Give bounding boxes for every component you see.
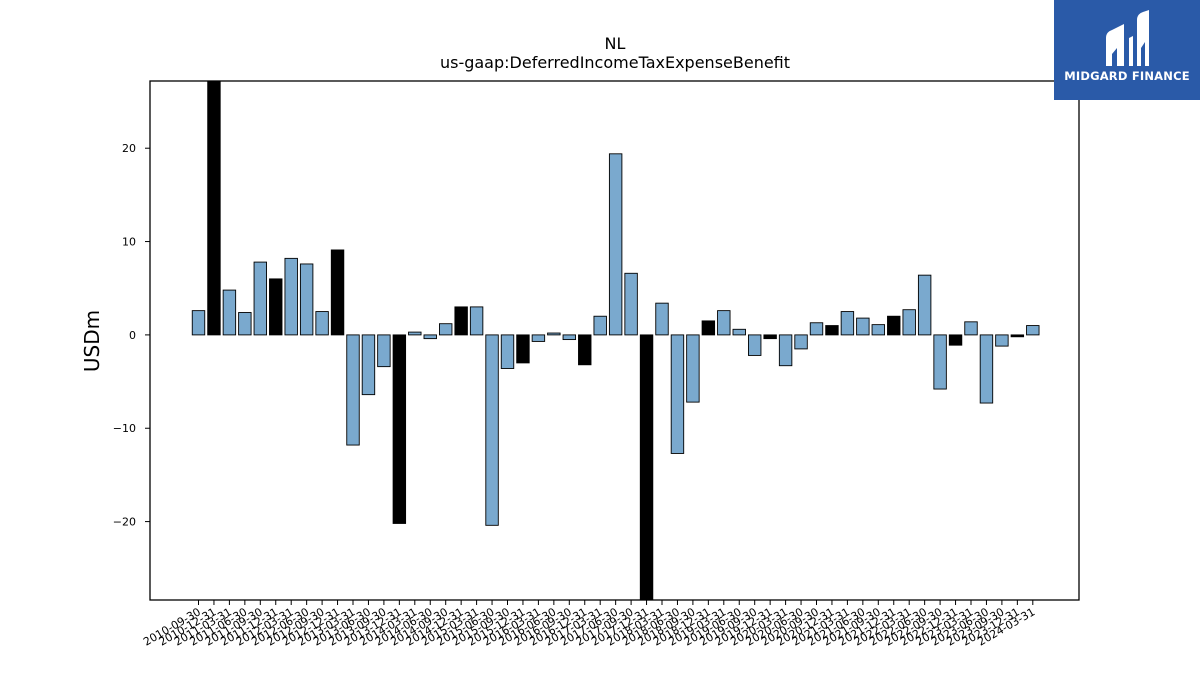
bar xyxy=(500,334,515,369)
midgard-logo-icon xyxy=(1106,10,1149,66)
plot-area: −20−10010202010-09-302010-12-312011-03-3… xyxy=(113,80,1080,649)
bar xyxy=(516,334,530,364)
bar xyxy=(408,331,422,336)
bar xyxy=(207,81,221,336)
bar xyxy=(330,249,345,336)
bar xyxy=(763,334,777,340)
y-tick-label: 0 xyxy=(129,329,136,342)
bar xyxy=(887,315,901,336)
bar xyxy=(948,334,963,346)
bar xyxy=(191,310,206,336)
bar xyxy=(778,334,793,367)
bar xyxy=(917,274,932,336)
bar xyxy=(964,321,978,336)
y-tick-label: −10 xyxy=(113,422,136,435)
bar xyxy=(269,278,283,336)
bar xyxy=(701,320,716,336)
bar xyxy=(902,309,916,336)
bar xyxy=(1010,334,1025,338)
y-tick-label: 10 xyxy=(122,236,136,249)
y-axis-label: USDm xyxy=(80,310,104,372)
bar xyxy=(392,334,407,524)
chart-subtitle: us-gaap:DeferredIncomeTaxExpenseBenefit xyxy=(440,53,790,72)
bar xyxy=(315,311,329,336)
bars-group xyxy=(191,81,1040,600)
bar xyxy=(423,334,437,340)
bar xyxy=(222,289,237,336)
bar xyxy=(655,302,669,336)
bar xyxy=(578,334,592,366)
bar xyxy=(562,334,576,341)
bar xyxy=(439,323,453,336)
bar xyxy=(809,322,824,336)
bar xyxy=(840,311,855,336)
logo-text: MIDGARD FINANCE xyxy=(1064,69,1190,83)
bar xyxy=(933,334,947,390)
bar xyxy=(1026,325,1040,336)
bar xyxy=(238,312,252,336)
bar xyxy=(717,310,731,336)
bar xyxy=(253,261,268,336)
y-tick-label: 20 xyxy=(122,142,136,155)
bar xyxy=(825,325,839,336)
midgard-finance-logo: MIDGARD FINANCE xyxy=(1054,0,1200,100)
bar xyxy=(299,263,314,336)
bar xyxy=(361,334,376,396)
bar xyxy=(284,257,298,336)
bar xyxy=(732,328,746,336)
bar xyxy=(485,334,499,526)
bar xyxy=(748,334,762,356)
bar xyxy=(593,315,607,336)
bar xyxy=(995,334,1009,347)
bar xyxy=(531,334,546,342)
bar xyxy=(686,334,700,403)
bar xyxy=(871,324,885,336)
plot-frame xyxy=(149,80,1080,601)
chart-title: NL xyxy=(605,34,626,53)
bar xyxy=(670,334,685,454)
y-tick-label: −20 xyxy=(113,516,136,529)
bar xyxy=(639,334,654,600)
bar xyxy=(547,332,561,336)
bar xyxy=(856,317,870,336)
bar xyxy=(608,153,623,336)
bar xyxy=(469,306,484,336)
bar xyxy=(624,272,638,336)
bar xyxy=(377,334,391,368)
bar xyxy=(346,334,360,446)
bar xyxy=(454,306,468,336)
bar xyxy=(979,334,994,404)
bar xyxy=(794,334,808,350)
